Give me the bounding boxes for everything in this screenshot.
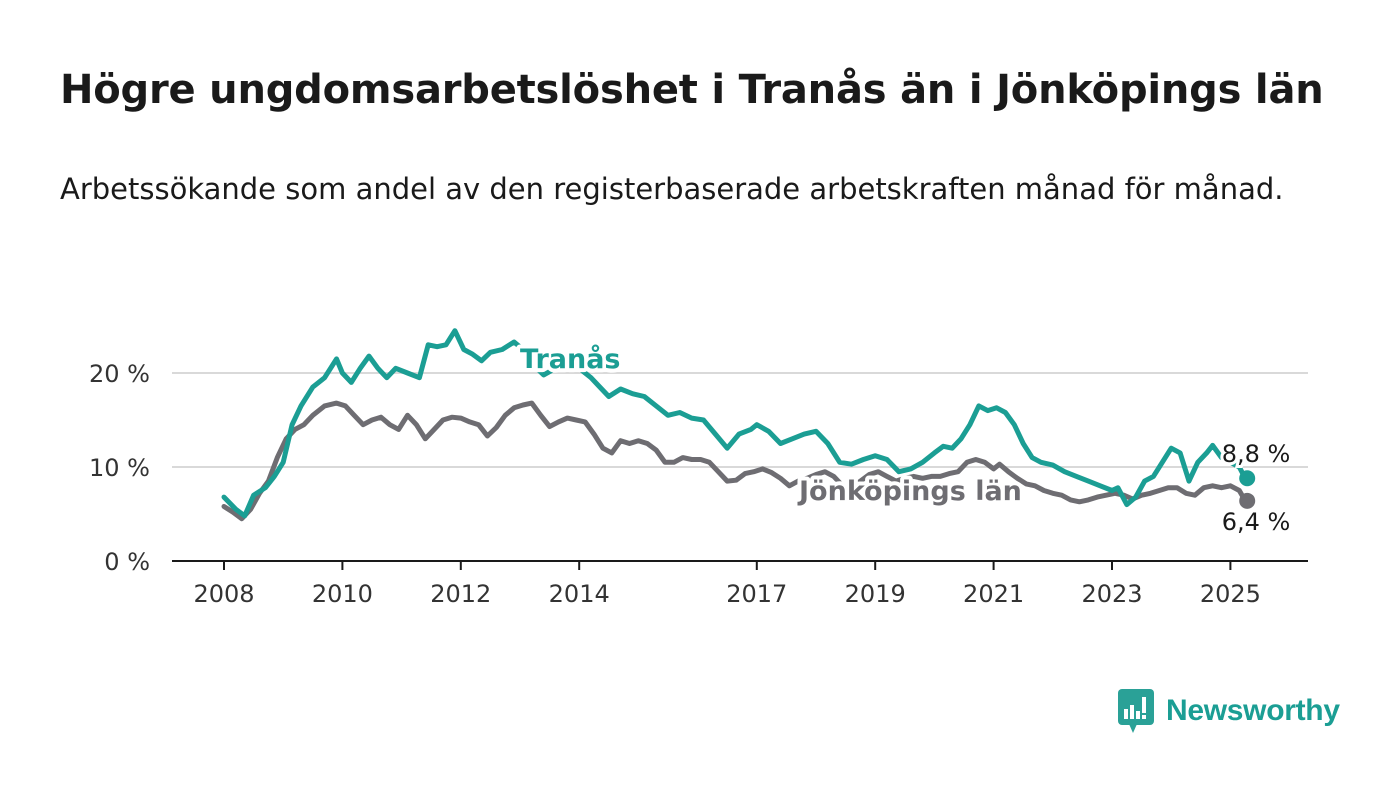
x-tick-label: 2017 <box>726 580 787 608</box>
series-label-jonkopings-lan: Jönköpings län <box>797 476 1022 507</box>
newsworthy-chart-icon <box>1118 689 1154 733</box>
chart-title: Högre ungdomsarbetslöshet i Tranås än i … <box>60 67 1324 113</box>
x-tick-label: 2023 <box>1081 580 1142 608</box>
end-label-tranas: 8,8 % <box>1222 440 1291 468</box>
brand-logo: Newsworthy <box>1118 688 1340 734</box>
y-tick-label: 0 % <box>104 548 150 576</box>
x-tick-label: 2010 <box>312 580 373 608</box>
x-tick-label: 2019 <box>845 580 906 608</box>
brand-name: Newsworthy <box>1166 694 1340 727</box>
x-tick-label: 2025 <box>1200 580 1261 608</box>
series-label-tranas: Tranås <box>520 343 621 375</box>
series-line-tranas <box>221 328 1248 519</box>
end-label-jonkopings-lan: 6,4 % <box>1222 508 1291 536</box>
y-tick-label: 10 % <box>89 454 150 482</box>
x-tick-label: 2021 <box>963 580 1024 608</box>
end-point-jonkopings-lan <box>1239 492 1256 509</box>
chart-subtitle: Arbetssökande som andel av den registerb… <box>60 172 1284 206</box>
y-tick-label: 20 % <box>89 360 150 388</box>
x-tick-label: 2008 <box>193 580 254 608</box>
x-tick-label: 2014 <box>549 580 610 608</box>
x-tick-label: 2012 <box>430 580 491 608</box>
series-line-jonkopings-lan <box>221 400 1248 522</box>
end-point-tranas <box>1239 470 1256 487</box>
